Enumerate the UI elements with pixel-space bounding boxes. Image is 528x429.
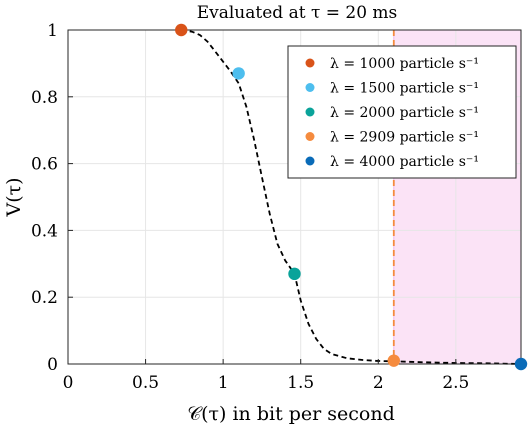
legend-marker [305, 156, 315, 166]
dashed-curve [181, 29, 522, 365]
legend-marker [305, 132, 315, 141]
x-axis-ticks: 0 0.5 1 1.5 2 2.5 [63, 359, 469, 393]
y-tick-label: 0.6 [31, 155, 58, 175]
legend-label: λ = 1000 particle s⁻¹ [330, 56, 479, 72]
y-tick-label: 0.4 [31, 221, 58, 241]
legend-label: λ = 2909 particle s⁻¹ [330, 130, 479, 146]
y-tick-label: 0.8 [31, 88, 58, 108]
x-tick-label: 0 [63, 373, 74, 393]
legend-label: λ = 4000 particle s⁻¹ [330, 154, 479, 170]
legend-box [287, 45, 517, 179]
data-point [288, 267, 301, 281]
x-tick-label: 2 [373, 373, 384, 393]
chart-title: Evaluated at τ = 20 ms [197, 3, 398, 23]
x-axis-label: 𝒞(τ) in bit per second [187, 403, 395, 425]
legend-marker [305, 58, 315, 68]
legend-marker [305, 107, 315, 117]
y-tick-label: 0 [47, 355, 58, 375]
x-tick-label: 1 [218, 373, 229, 393]
legend-marker [305, 83, 315, 92]
data-point [232, 67, 245, 80]
data-point [387, 354, 400, 367]
legend: λ = 1000 particle s⁻¹ λ = 1500 particle s… [287, 45, 517, 179]
data-point [514, 357, 528, 371]
data-point [175, 23, 188, 37]
axes-box [67, 29, 522, 365]
legend-label: λ = 1500 particle s⁻¹ [330, 81, 479, 97]
y-axis-label: V(τ) [3, 177, 25, 217]
x-tick-label: 0.5 [132, 373, 159, 393]
x-tick-label: 1.5 [287, 373, 314, 393]
y-tick-label: 1 [47, 21, 58, 41]
y-tick-label: 0.2 [31, 288, 58, 308]
x-tick-label: 2.5 [442, 373, 469, 393]
y-axis-ticks: 0 0.2 0.4 0.6 0.8 1 [31, 21, 73, 375]
legend-label: λ = 2000 particle s⁻¹ [330, 105, 479, 121]
